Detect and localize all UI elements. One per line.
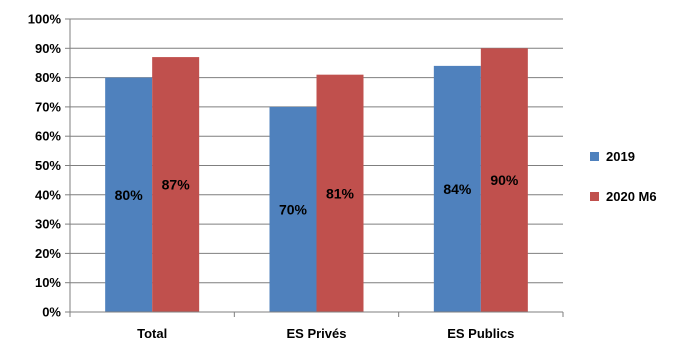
axes bbox=[65, 18, 564, 317]
bar bbox=[480, 48, 528, 313]
bar bbox=[105, 77, 153, 312]
y-tick-label: 70% bbox=[35, 99, 61, 114]
y-tick-label: 80% bbox=[35, 70, 61, 85]
bar bbox=[269, 106, 317, 313]
bar bbox=[152, 57, 200, 313]
y-tick-label: 100% bbox=[28, 12, 62, 27]
bar bbox=[316, 74, 364, 312]
y-tick-label: 50% bbox=[35, 158, 61, 173]
legend-label: 2020 M6 bbox=[606, 189, 657, 204]
legend-swatch bbox=[590, 192, 599, 201]
bar bbox=[433, 65, 481, 312]
legend: 2019 2020 M6 bbox=[590, 149, 657, 204]
y-tick-label: 90% bbox=[35, 41, 61, 56]
bars bbox=[105, 48, 528, 313]
data-label: 70% bbox=[279, 201, 308, 217]
category-label: ES Publics bbox=[447, 326, 514, 341]
data-label: 84% bbox=[443, 181, 472, 197]
category-label: Total bbox=[137, 326, 167, 341]
y-tick-label: 60% bbox=[35, 129, 61, 144]
category-label: ES Privés bbox=[287, 326, 347, 341]
y-tick-label: 40% bbox=[35, 187, 61, 202]
data-label: 80% bbox=[115, 187, 144, 203]
data-label: 81% bbox=[326, 185, 355, 201]
data-label: 90% bbox=[490, 172, 519, 188]
labels: 0% 10% 20% 30% 40% 50% 60% 70% 80% 90% 100% 80% 87% T… bbox=[28, 12, 519, 342]
data-label: 87% bbox=[162, 177, 191, 193]
legend-label: 2019 bbox=[606, 149, 635, 164]
y-tick-label: 20% bbox=[35, 246, 61, 261]
legend-swatch bbox=[590, 152, 599, 161]
y-tick-label: 30% bbox=[35, 217, 61, 232]
y-tick-label: 0% bbox=[42, 305, 61, 320]
y-tick-label: 10% bbox=[35, 275, 61, 290]
